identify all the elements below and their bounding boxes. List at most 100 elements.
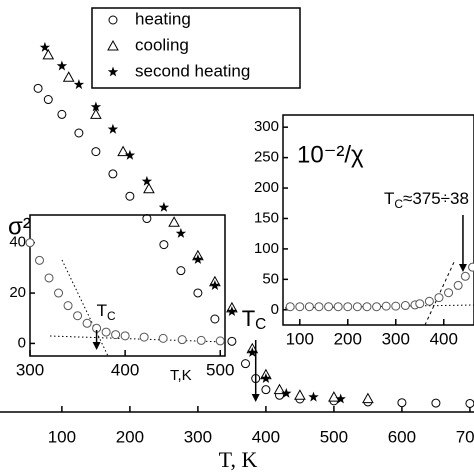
x-tick-label: 300 [16,360,44,379]
point [74,128,84,138]
point [196,335,206,345]
point [175,227,187,238]
fit-line [61,259,109,357]
x-tick-label: 100 [48,427,76,446]
tc-text: T [384,189,394,208]
legend-label: cooling [135,35,189,54]
point [101,327,111,337]
point [90,101,102,112]
legend-marker [107,66,119,77]
point [335,393,346,404]
x-tick-label: 400 [430,329,458,348]
tc-label: TC≈375÷38 [384,189,469,211]
point [159,240,169,250]
point [120,331,130,341]
point [54,288,64,298]
point [142,214,152,224]
x-axis-label: T,K [170,367,192,384]
point [431,398,441,408]
tc-text: T [97,301,107,320]
point [453,280,463,290]
point [215,336,225,346]
point [108,169,118,179]
x-tick-label: 500 [206,360,234,379]
y-tick-label: 20 [9,284,26,301]
point [328,391,340,402]
tc-arrowhead [251,394,260,402]
point [362,392,374,404]
point [158,333,168,343]
x-tick-label: 300 [184,427,212,446]
point [168,216,180,227]
point [415,299,425,309]
tc-rest: ≈375÷38 [403,189,469,208]
y-tick-label: 100 [254,240,279,257]
point [314,302,324,312]
point [82,318,92,328]
legend-label: second heating [135,61,250,80]
point [424,296,434,306]
point [209,280,221,290]
x-tick-label: 400 [111,360,139,379]
tc-sub: C [394,197,403,211]
point [73,79,85,90]
point [33,83,43,93]
x-tick-label: 100 [286,329,314,348]
point [372,302,382,312]
point [308,391,319,402]
y-tick-label: 200 [254,179,279,196]
tc-sub: C [107,309,116,323]
fit-line [49,335,226,343]
point [294,389,306,400]
legend-label: heating [135,9,191,28]
tc-arrowhead [458,264,467,272]
point [210,314,220,324]
point [57,109,67,119]
legend-box [91,7,301,89]
point [295,302,305,312]
point [362,302,372,312]
y-tick-label: 40 [9,234,26,251]
point [333,302,343,312]
point [125,191,135,201]
point [444,288,454,298]
point [73,311,83,321]
point [468,262,474,272]
point [227,336,237,346]
point [261,385,271,395]
tc-label: TC [97,301,116,323]
point [193,288,203,298]
point [241,359,251,369]
y-tick-label: 0 [271,301,279,318]
point [260,373,272,383]
point [281,387,292,398]
x-tick-label: 700 [456,427,474,446]
point [460,271,470,281]
point [177,335,187,345]
tc-label: TC [242,306,267,333]
point [90,108,102,119]
y-tick-label: 50 [262,270,279,287]
x-tick-label: 400 [252,427,280,446]
point [143,182,155,194]
point [44,273,54,283]
point [124,149,136,160]
point [391,301,401,311]
point [285,302,295,312]
tc-text: T [242,306,255,331]
x-tick-label: 200 [334,329,362,348]
y-tick-label: 0 [18,334,26,351]
y-tick-label: 300 [254,118,279,135]
point [381,301,391,311]
point [117,145,129,157]
legend-marker [107,39,119,51]
point [465,398,474,408]
point [343,302,353,312]
inset-title: 10⁻²/χ [297,141,364,168]
point [25,238,35,248]
tc-arrowhead [92,342,101,350]
point [304,302,314,312]
y-tick-label: 150 [254,209,279,226]
point [324,302,334,312]
